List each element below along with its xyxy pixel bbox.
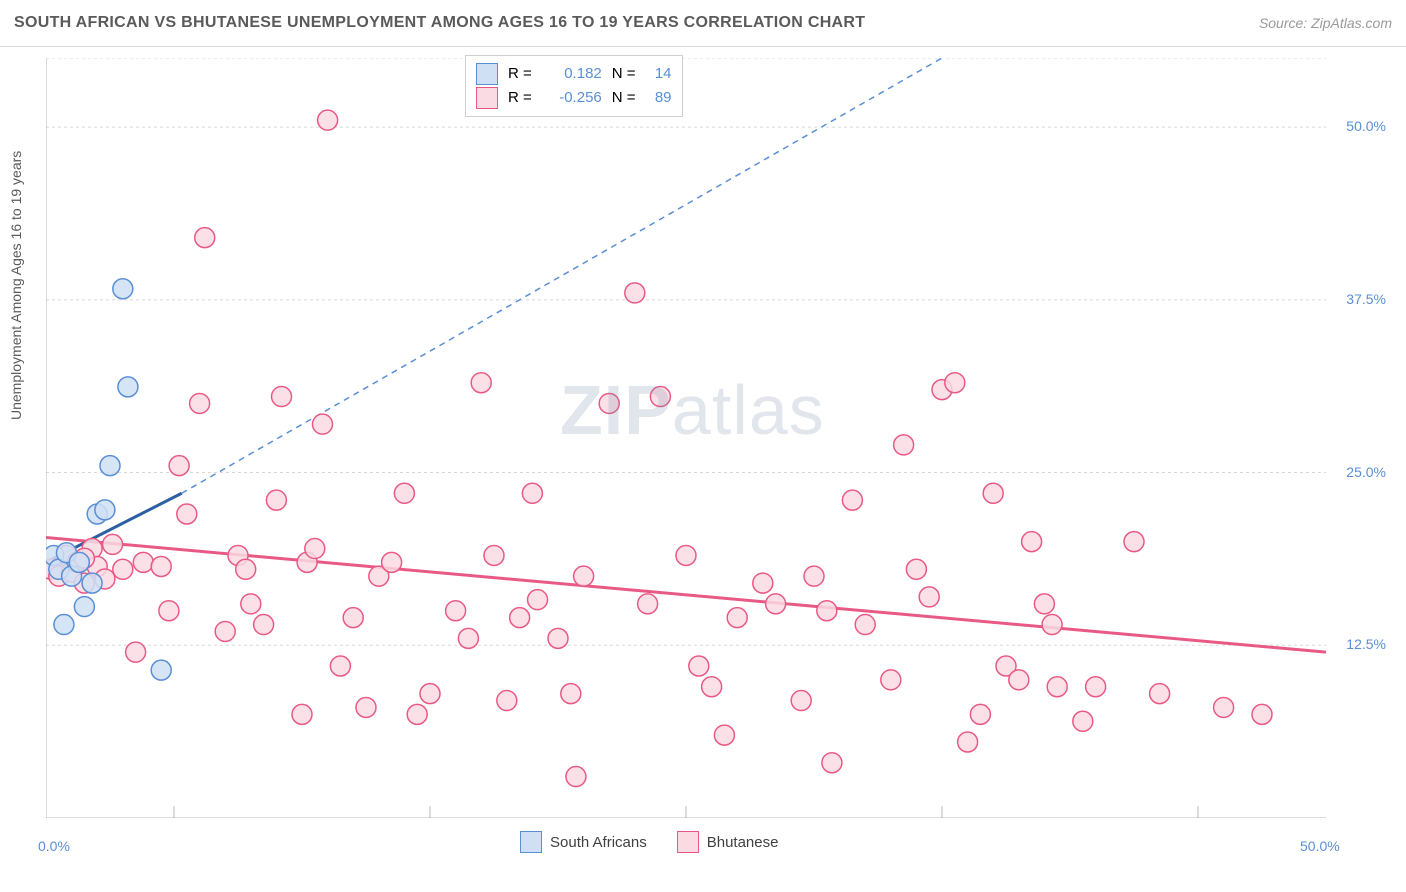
series-legend: South Africans Bhutanese (520, 831, 778, 853)
chart-header: SOUTH AFRICAN VS BHUTANESE UNEMPLOYMENT … (0, 0, 1406, 47)
n-value-sa: 14 (646, 62, 672, 86)
n-value-bh: 89 (646, 86, 672, 110)
legend-row-bh: R = -0.256 N = 89 (476, 86, 672, 110)
swatch-bh-bottom (677, 831, 699, 853)
r-value-bh: -0.256 (542, 86, 602, 110)
swatch-sa-bottom (520, 831, 542, 853)
swatch-bh (476, 87, 498, 109)
y-axis-label: Unemployment Among Ages 16 to 19 years (8, 151, 24, 420)
n-label: N = (612, 62, 636, 86)
plot-area (46, 58, 1326, 818)
scatter-svg (46, 58, 1326, 818)
legend-row-sa: R = 0.182 N = 14 (476, 62, 672, 86)
x-tick-min: 0.0% (38, 838, 70, 854)
n-label: N = (612, 86, 636, 110)
chart-title: SOUTH AFRICAN VS BHUTANESE UNEMPLOYMENT … (14, 14, 865, 32)
legend-item-bh: Bhutanese (677, 831, 779, 853)
y-tick-12: 12.5% (1346, 636, 1386, 652)
legend-label-bh: Bhutanese (707, 834, 779, 851)
r-label: R = (508, 62, 532, 86)
x-tick-max: 50.0% (1300, 838, 1340, 854)
correlation-legend: R = 0.182 N = 14 R = -0.256 N = 89 (465, 55, 683, 117)
legend-item-sa: South Africans (520, 831, 647, 853)
swatch-sa (476, 63, 498, 85)
r-label: R = (508, 86, 532, 110)
legend-label-sa: South Africans (550, 834, 647, 851)
r-value-sa: 0.182 (542, 62, 602, 86)
y-tick-37: 37.5% (1346, 291, 1386, 307)
y-tick-50: 50.0% (1346, 118, 1386, 134)
y-tick-25: 25.0% (1346, 464, 1386, 480)
chart-source: Source: ZipAtlas.com (1259, 15, 1392, 31)
